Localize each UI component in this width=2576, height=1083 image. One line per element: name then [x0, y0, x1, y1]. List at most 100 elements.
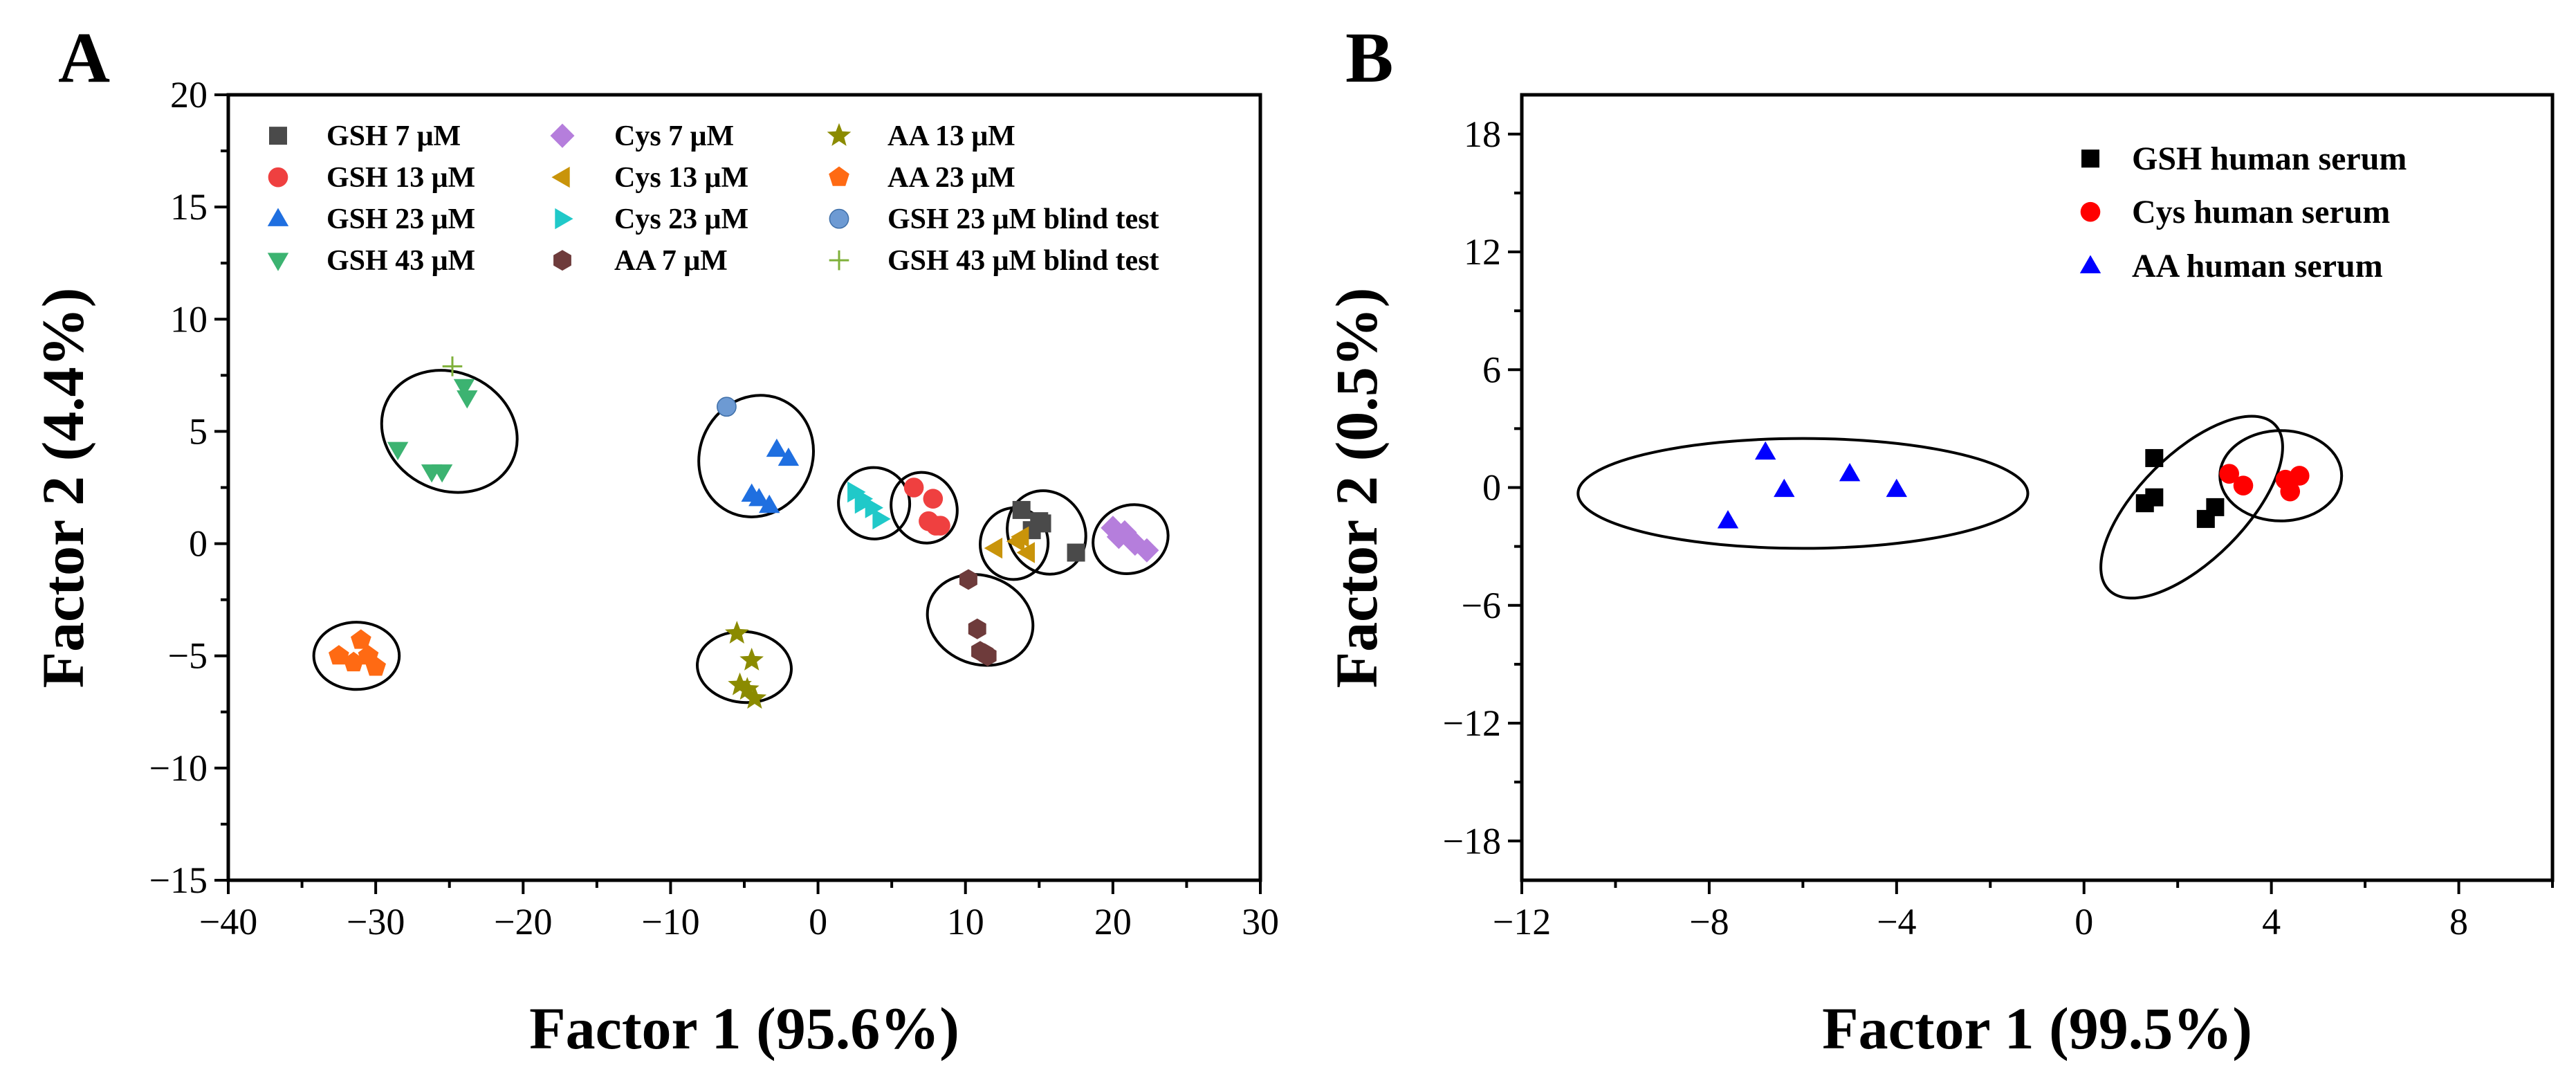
- data-point: [735, 677, 760, 700]
- x-axis-label: Factor 1 (95.6%): [529, 995, 959, 1062]
- legend: GSH 7 μM GSH 13 μM GSH 23 μM GSH 43 μM Cys 7…: [267, 120, 1159, 277]
- data-point: [1067, 543, 1085, 562]
- legend-label: AA 7 μM: [614, 245, 728, 277]
- data-point: [453, 379, 475, 398]
- y-tick-label: 15: [170, 186, 208, 228]
- legend-marker: [267, 253, 289, 271]
- x-tick-label: −40: [199, 901, 257, 943]
- y-tick-label: 5: [189, 410, 208, 452]
- data-point: [442, 356, 463, 376]
- data-point: [742, 686, 767, 709]
- data-point: [351, 629, 371, 649]
- legend-marker: [267, 208, 289, 226]
- y-tick-label: −10: [149, 747, 208, 789]
- x-tick-label: 30: [1242, 901, 1279, 943]
- legend-label: Cys human serum: [2132, 194, 2390, 230]
- y-axis-label: Factor 2 (4.4%): [30, 288, 96, 689]
- legend-label: GSH human serum: [2132, 140, 2407, 177]
- y-tick-label: 12: [1464, 231, 1501, 273]
- legend-label: AA 13 μM: [887, 120, 1015, 152]
- x-tick-label: −20: [494, 901, 552, 943]
- axes: −40 −30 −20 −10 0 10 20 30 −15 −10 −5 0 5 10 15 20: [149, 74, 1279, 943]
- data-point: [2145, 448, 2164, 467]
- cluster-ellipse: [926, 573, 1035, 667]
- cluster-ellipse: [1092, 503, 1170, 575]
- legend-label: AA 23 μM: [887, 162, 1015, 194]
- y-tick-label: −5: [168, 635, 208, 677]
- legend-marker: [555, 208, 573, 230]
- y-tick-label: −6: [1462, 585, 1501, 626]
- legend-label: Cys 13 μM: [614, 162, 748, 194]
- data-point: [930, 516, 950, 536]
- y-tick-label: 6: [1482, 349, 1501, 390]
- data-point: [2289, 466, 2310, 486]
- data-points: [329, 356, 1159, 709]
- x-tick-label: −8: [1689, 901, 1729, 943]
- panel-label: A: [58, 18, 110, 98]
- x-tick-label: −12: [1493, 901, 1551, 943]
- x-tick-label: 4: [2262, 901, 2281, 943]
- cluster-ellipse: [380, 369, 519, 494]
- legend-marker: [829, 250, 849, 271]
- y-tick-label: 20: [170, 74, 208, 116]
- data-point: [975, 643, 994, 664]
- legend-label: GSH 13 μM: [326, 162, 475, 194]
- legend-marker: [829, 166, 849, 186]
- axes: −12 −8 −4 0 4 8 −18 −12 −6 0 6 12 18: [1443, 93, 2555, 943]
- y-tick-label: 0: [189, 523, 208, 565]
- cluster-ellipse: [696, 630, 793, 704]
- data-point: [1134, 538, 1159, 563]
- legend-label: AA human serum: [2132, 248, 2383, 284]
- legend-marker: [550, 123, 575, 148]
- data-point: [2280, 481, 2301, 502]
- data-point: [717, 397, 737, 417]
- cluster-ellipse: [890, 471, 959, 545]
- data-point: [1717, 510, 1739, 529]
- data-point: [2233, 475, 2254, 495]
- panel-a: A −40 −30 −20 −10 0 10 20 30 −15 −10 −5 0 5 10 15 20 GS…: [30, 18, 1279, 1062]
- data-point: [1012, 500, 1031, 519]
- x-tick-label: −4: [1877, 901, 1916, 943]
- legend-label: Cys 23 μM: [614, 203, 748, 235]
- cluster-ellipses: [312, 369, 1170, 704]
- data-point: [1774, 478, 1795, 498]
- x-tick-label: −10: [641, 901, 699, 943]
- y-axis-label: Factor 2 (0.5%): [1323, 288, 1390, 689]
- data-point: [759, 494, 780, 513]
- data-point: [959, 569, 977, 590]
- data-point: [725, 621, 749, 644]
- data-point: [728, 672, 752, 695]
- legend-label: GSH 23 μM: [326, 203, 475, 235]
- data-point: [2135, 494, 2154, 513]
- y-tick-label: 0: [1482, 467, 1501, 509]
- panel-label: B: [1345, 18, 1393, 98]
- x-tick-label: 0: [2074, 901, 2093, 943]
- legend-marker: [829, 208, 849, 229]
- data-point: [1886, 478, 1907, 498]
- legend-marker: [2080, 201, 2101, 222]
- legend-label: GSH 43 μM: [326, 245, 475, 277]
- data-point: [457, 390, 478, 409]
- data-point: [431, 464, 453, 483]
- x-tick-label: 0: [809, 901, 827, 943]
- y-tick-label: −18: [1443, 820, 1501, 862]
- data-point: [365, 656, 386, 676]
- data-point: [854, 493, 874, 514]
- legend: GSH human serum Cys human serum AA human s…: [2079, 140, 2407, 284]
- data-points: [1717, 441, 2310, 529]
- data-point: [968, 618, 986, 639]
- y-tick-label: 18: [1464, 113, 1501, 155]
- data-point: [778, 447, 800, 466]
- legend-marker: [2079, 255, 2101, 273]
- legend-label: GSH 43 μM blind test: [887, 245, 1159, 277]
- data-point: [1106, 525, 1131, 549]
- x-tick-label: 8: [2449, 901, 2468, 943]
- x-tick-label: 20: [1094, 901, 1132, 943]
- cluster-ellipses: [1576, 415, 2344, 600]
- legend-marker: [268, 167, 288, 188]
- legend-marker: [551, 166, 570, 188]
- x-tick-label: 10: [947, 901, 984, 943]
- legend-marker: [2081, 149, 2099, 168]
- y-tick-label: 10: [170, 298, 208, 340]
